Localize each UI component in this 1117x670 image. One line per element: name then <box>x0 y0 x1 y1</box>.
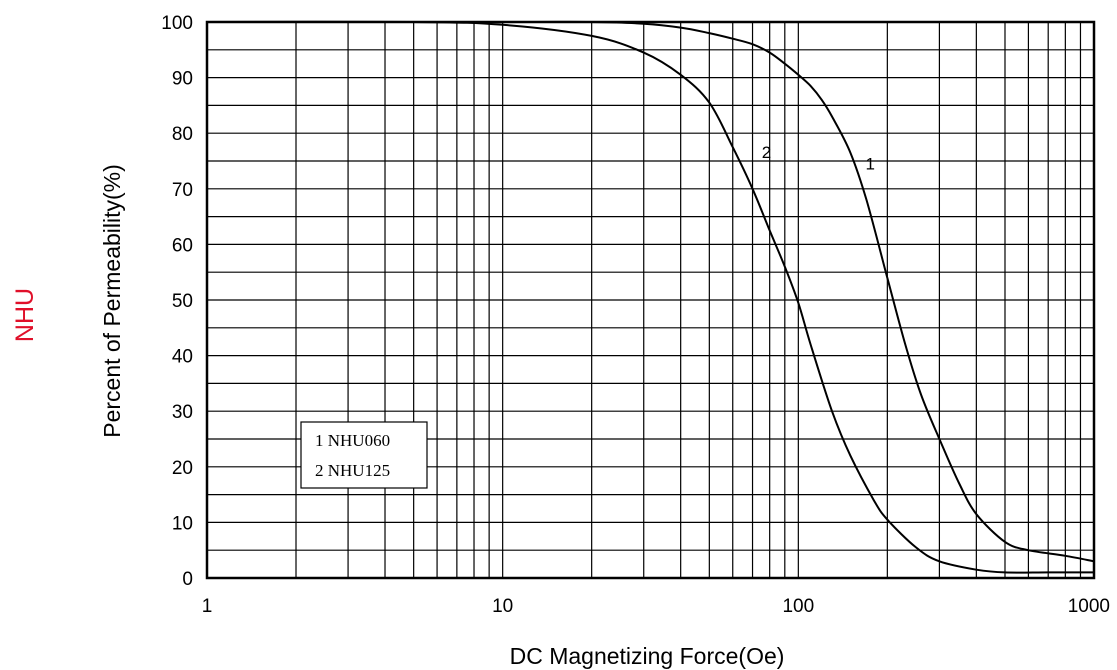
y-axis-label: Percent of Permeability(%) <box>99 164 125 438</box>
curve-1 <box>206 20 1095 563</box>
y-tick-label: 90 <box>172 69 193 90</box>
y-tick-label: 40 <box>172 347 193 368</box>
y-tick-label: 20 <box>172 458 193 479</box>
legend-box <box>300 421 428 489</box>
plot-frame <box>205 20 1096 580</box>
grid <box>207 22 1094 578</box>
y-tick-label: 100 <box>161 13 193 34</box>
y-tick-label: 10 <box>172 513 193 534</box>
x-tick-labels: 1 10 100 1000 <box>202 596 1110 617</box>
x-tick-label: 1 <box>202 596 213 617</box>
curve-labels: 12 <box>762 143 875 173</box>
y-tick-label: 0 <box>182 569 193 590</box>
y-tick-labels: 0 10 20 30 40 50 60 70 80 90 100 <box>161 13 193 590</box>
y-tick-label: 30 <box>172 402 193 423</box>
curve-label-2: 2 <box>762 143 771 162</box>
y-tick-label: 50 <box>172 291 193 312</box>
x-tick-label: 1000 <box>1068 596 1110 617</box>
side-title: NHU <box>11 288 39 342</box>
x-axis-label: DC Magnetizing Force(Oe) <box>510 643 785 669</box>
curve-2 <box>206 20 1095 574</box>
y-tick-label: 80 <box>172 124 193 145</box>
legend-entry: 1 NHU060 <box>315 431 390 450</box>
x-tick-label: 100 <box>782 596 814 617</box>
curve-label-1: 1 <box>865 154 874 173</box>
legend: 1 NHU060 2 NHU125 <box>300 421 428 489</box>
legend-entry: 2 NHU125 <box>315 461 390 480</box>
y-tick-label: 60 <box>172 235 193 256</box>
y-tick-label: 70 <box>172 180 193 201</box>
curves <box>206 20 1095 574</box>
x-tick-label: 10 <box>492 596 513 617</box>
